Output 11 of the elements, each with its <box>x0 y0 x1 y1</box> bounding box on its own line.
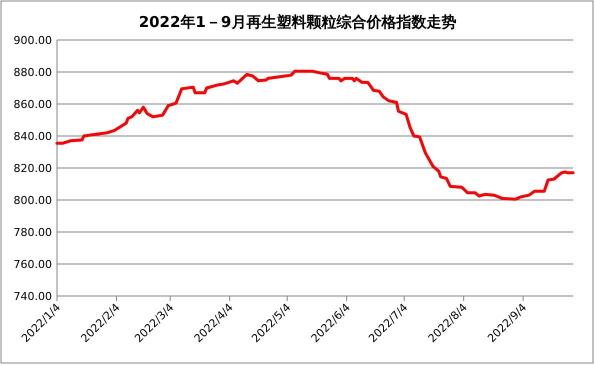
y-tick-label: 840.00 <box>14 130 52 143</box>
y-tick-label: 780.00 <box>14 226 52 239</box>
line-series <box>56 70 574 201</box>
y-tick-label: 900.00 <box>14 34 52 47</box>
y-tick-label: 800.00 <box>14 194 52 207</box>
y-tick-label: 880.00 <box>14 66 52 79</box>
y-tick-label: 820.00 <box>14 162 52 175</box>
y-tick-label: 860.00 <box>14 98 52 111</box>
y-tick-label: 740.00 <box>14 290 52 303</box>
y-tick-label: 760.00 <box>14 258 52 271</box>
chart-title: 2022年1－9月再生塑料颗粒综合价格指数走势 <box>138 13 456 31</box>
